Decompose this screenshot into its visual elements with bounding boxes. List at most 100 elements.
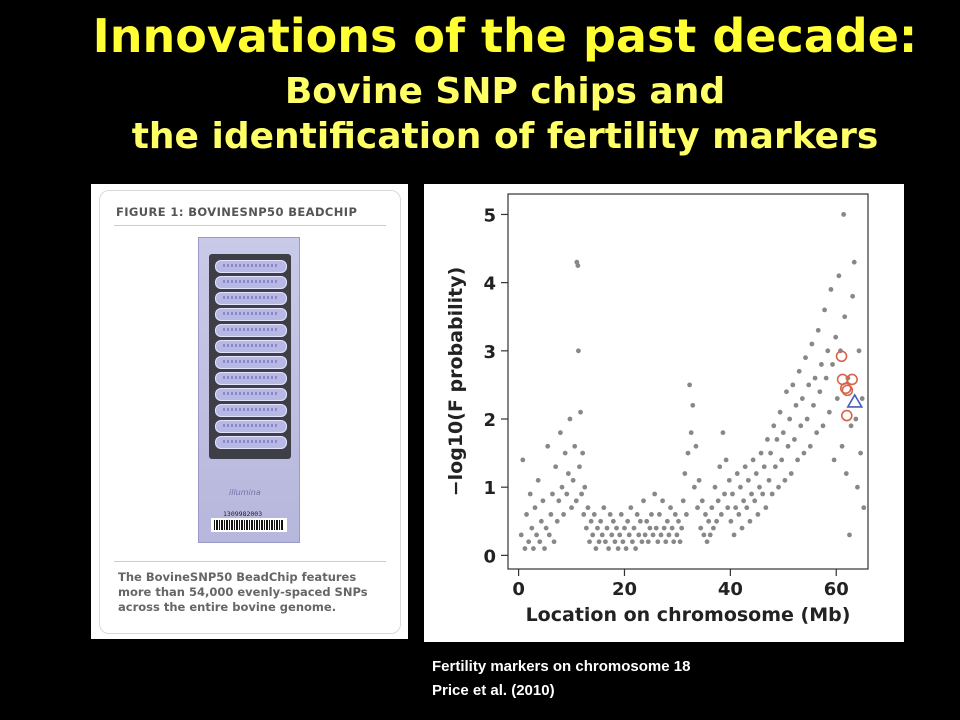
snp-point — [693, 443, 699, 449]
snp-point — [763, 505, 769, 511]
snp-point — [647, 525, 653, 531]
snp-point — [607, 512, 613, 517]
snp-point — [561, 512, 566, 517]
snp-point — [559, 484, 565, 490]
snp-point — [752, 498, 758, 504]
snp-point — [744, 505, 750, 511]
fertility-marker-triangle — [846, 393, 864, 408]
snp-point — [739, 525, 745, 531]
fertility-marker-circle — [835, 350, 848, 363]
snp-point — [682, 471, 688, 476]
snp-point — [798, 423, 804, 429]
snp-point — [701, 532, 707, 538]
snp-point — [736, 512, 742, 517]
figure-divider-top — [114, 225, 386, 226]
snp-point — [812, 375, 818, 381]
beadchip-slot — [215, 260, 287, 273]
beadchip-slot — [215, 436, 287, 449]
snp-point — [795, 457, 800, 463]
snp-point — [779, 457, 785, 463]
snp-point — [777, 409, 783, 415]
snp-point — [847, 532, 852, 538]
snp-point — [634, 512, 640, 517]
snp-point — [733, 505, 739, 511]
snp-point — [830, 362, 835, 367]
snp-point — [631, 525, 637, 531]
beadchip-slot — [215, 388, 287, 401]
snp-point — [527, 491, 533, 497]
snp-point — [526, 539, 532, 545]
snp-point — [704, 539, 710, 545]
snp-point — [668, 505, 673, 511]
beadchip-slot — [215, 340, 287, 353]
snp-point — [575, 263, 581, 268]
snp-point — [671, 539, 677, 545]
y-axis-label: −log10(F probability) — [445, 267, 467, 497]
snp-point — [567, 416, 573, 422]
x-tick-label: 60 — [824, 579, 849, 600]
snp-point — [809, 341, 815, 347]
snp-point — [853, 416, 859, 422]
snp-point — [859, 396, 865, 401]
snp-point — [666, 532, 672, 538]
snp-point — [676, 518, 681, 524]
beadchip-slot — [215, 372, 287, 385]
snp-point — [677, 539, 683, 545]
snp-point — [531, 546, 536, 551]
snp-point — [761, 464, 767, 470]
snp-point — [728, 518, 734, 524]
slide-subtitle-line2: the identification of fertility markers — [131, 116, 879, 157]
beadchip-slot — [215, 404, 287, 417]
snp-point — [772, 464, 778, 470]
snp-point — [548, 512, 554, 517]
snp-point — [674, 532, 680, 538]
snp-point — [576, 348, 581, 354]
plot-source-caption: Fertility markers on chromosome 18 Price… — [432, 655, 690, 703]
snp-point — [538, 518, 544, 524]
snp-point — [709, 505, 715, 511]
snp-point — [669, 525, 675, 531]
beadchip-figure-panel: FIGURE 1: BOVINESNP50 BEADCHIP illumina … — [91, 184, 408, 639]
snp-point — [617, 532, 623, 538]
snp-point — [792, 437, 797, 442]
plot-frame — [507, 193, 869, 570]
snp-point — [780, 430, 786, 436]
snp-point — [858, 450, 863, 456]
snp-point — [745, 477, 751, 483]
beadchip-slot — [215, 308, 287, 321]
snp-point — [684, 512, 689, 517]
snp-point — [601, 505, 607, 511]
snp-point — [799, 396, 805, 401]
snp-point — [801, 450, 807, 456]
snp-point — [695, 505, 700, 511]
beadchip-slot — [215, 420, 287, 433]
snp-point — [546, 532, 552, 538]
y-tick-label: 3 — [483, 342, 496, 363]
beadchip-slot — [215, 276, 287, 289]
snp-point — [714, 518, 719, 524]
x-tick-label: 0 — [512, 579, 525, 600]
beadchip-figure-heading: FIGURE 1: BOVINESNP50 BEADCHIP — [116, 205, 358, 219]
snp-point — [841, 212, 847, 217]
snp-point — [642, 532, 648, 538]
snp-point — [564, 491, 570, 497]
snp-point — [711, 525, 716, 531]
figure-divider-bottom — [114, 561, 386, 562]
snp-point — [833, 334, 839, 340]
snp-point — [606, 546, 611, 551]
snp-point — [784, 389, 789, 395]
snp-point — [535, 477, 541, 483]
snp-point — [769, 491, 775, 497]
snp-point — [649, 512, 654, 517]
snp-point — [826, 409, 832, 415]
snp-point — [551, 539, 557, 545]
snp-point — [787, 416, 793, 422]
snp-point — [855, 484, 860, 490]
snp-point — [518, 532, 524, 538]
y-tick-label: 0 — [483, 546, 496, 567]
snp-point — [545, 443, 551, 449]
snp-point — [771, 423, 777, 429]
snp-point — [618, 512, 624, 517]
snp-point — [712, 484, 718, 490]
snp-point — [720, 430, 726, 436]
